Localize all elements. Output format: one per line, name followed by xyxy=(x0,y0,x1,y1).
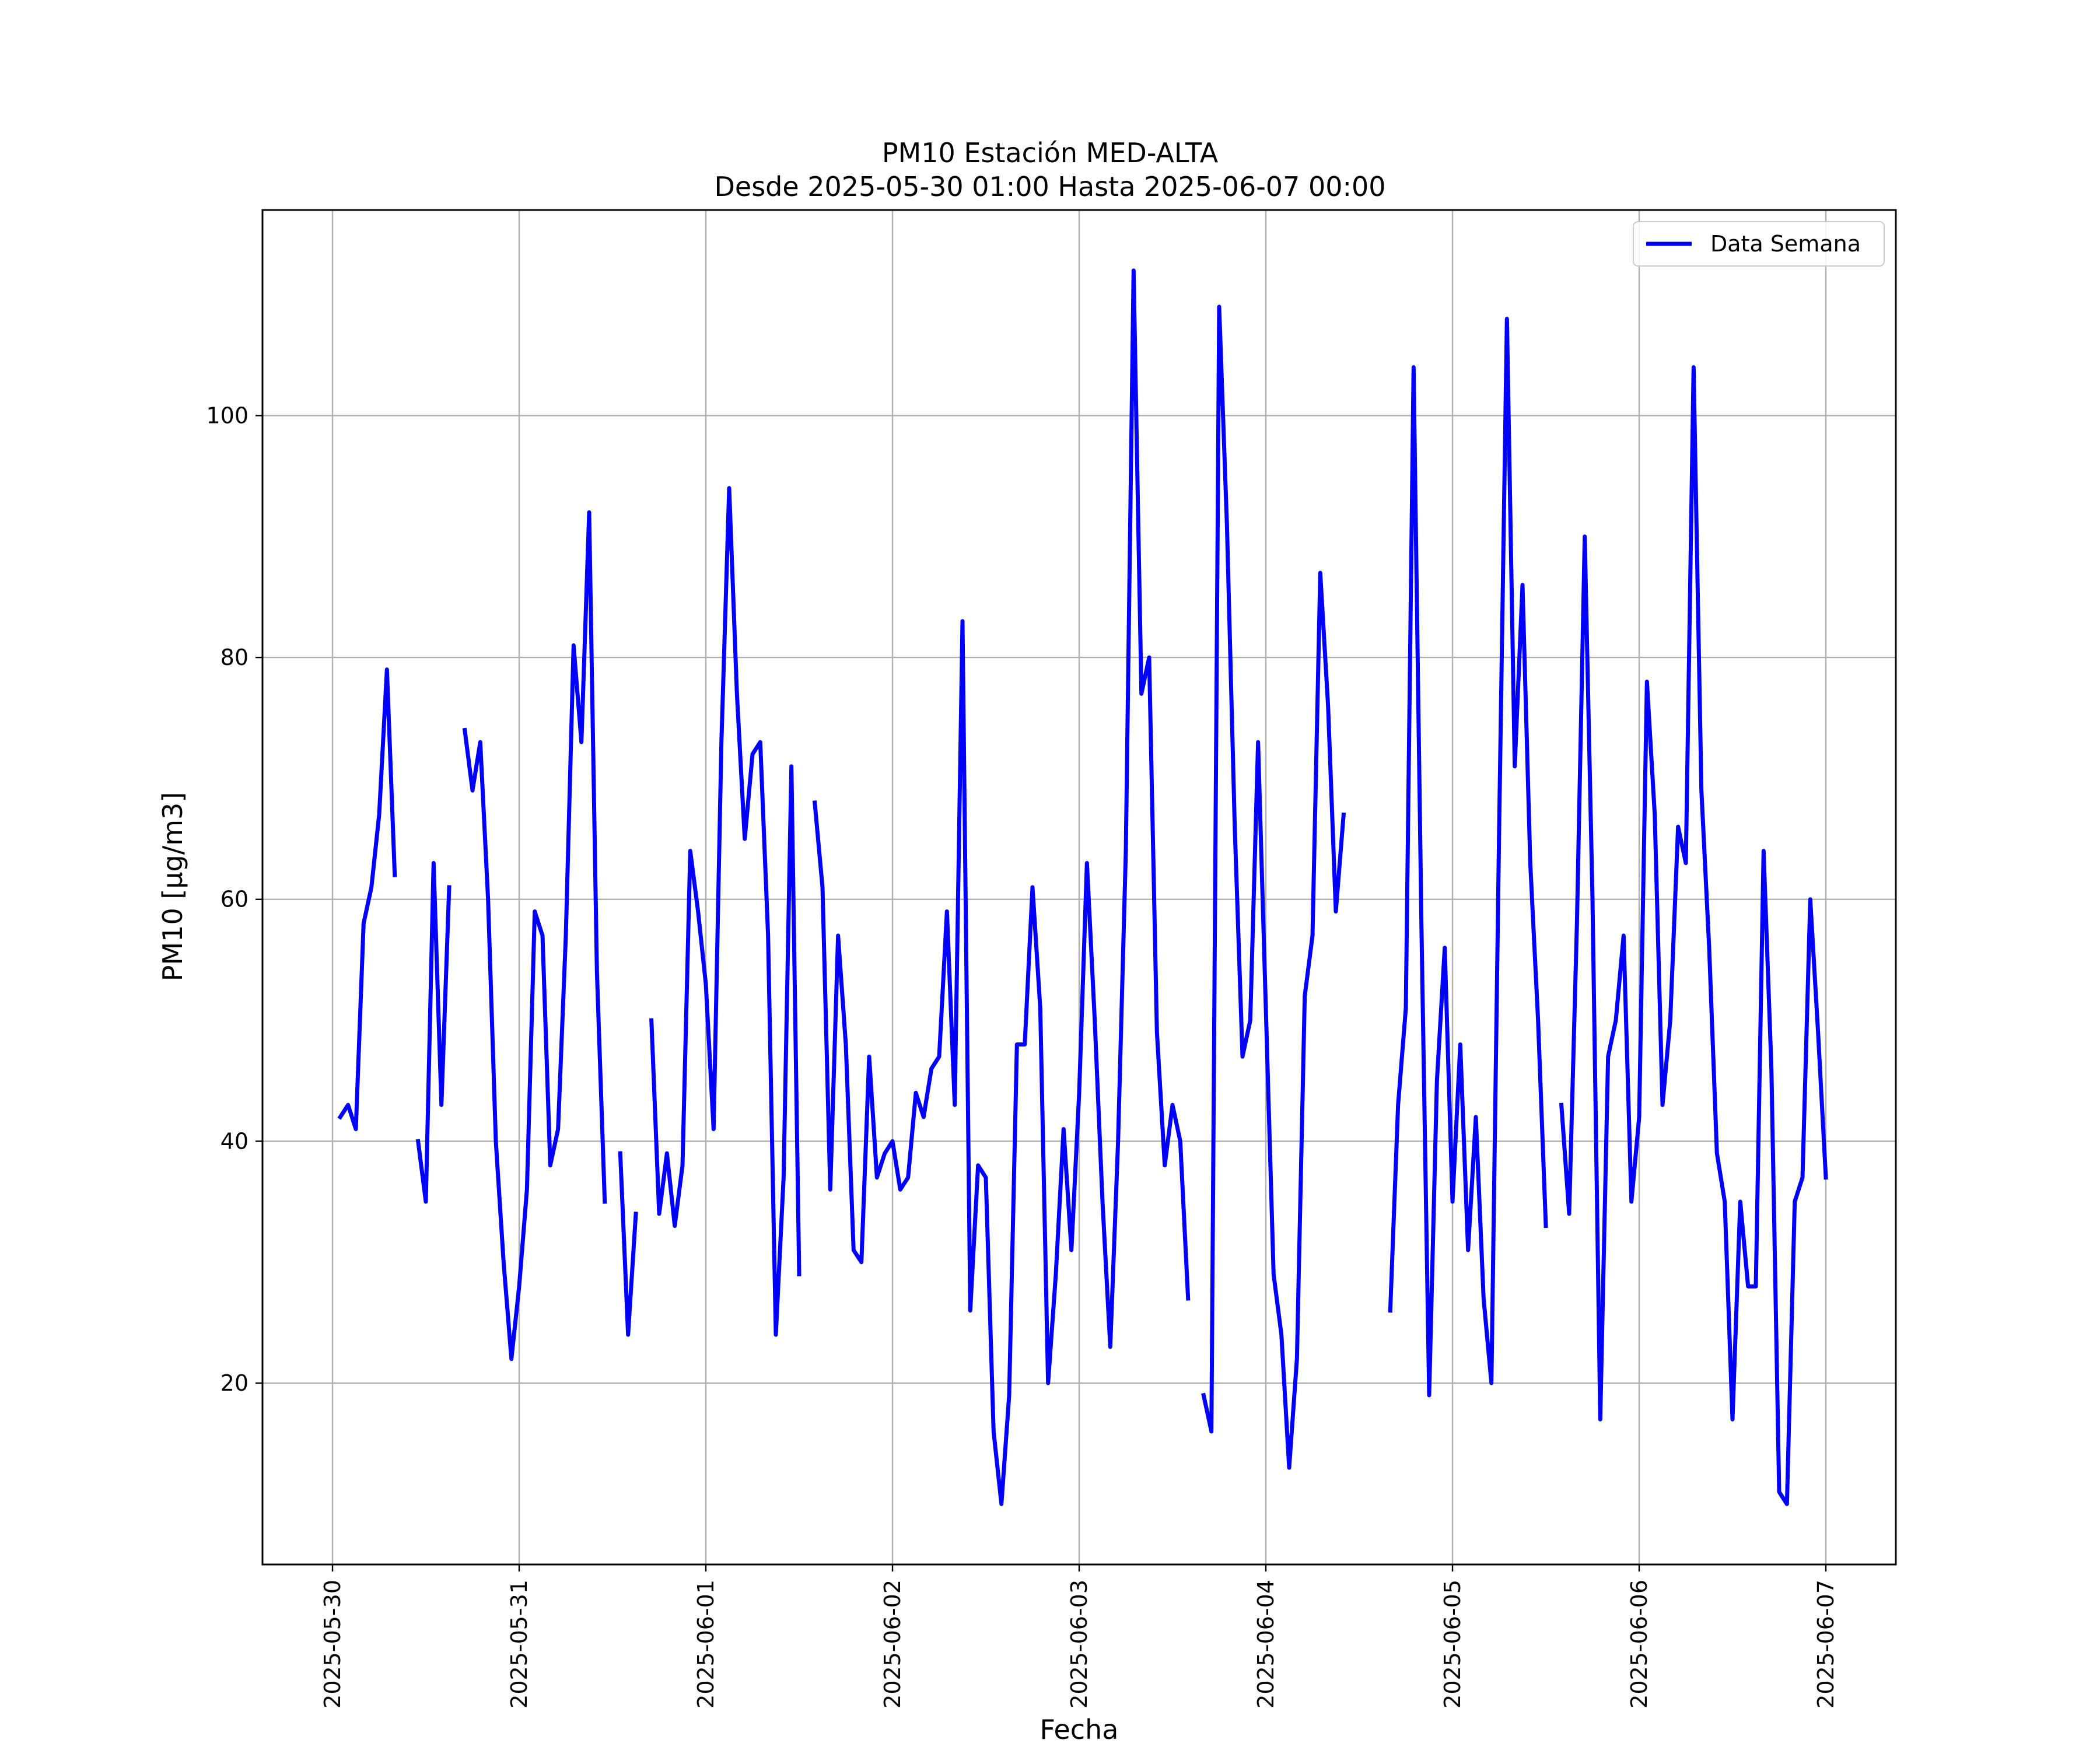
y-tick-label: 20 xyxy=(220,1370,249,1396)
x-tick-label: 2025-06-01 xyxy=(693,1580,719,1709)
series-line-segment xyxy=(415,861,452,1204)
series-line-segment xyxy=(1388,317,1548,1398)
series-line-segment xyxy=(649,486,802,1337)
series-line-segment xyxy=(618,1151,638,1337)
x-tick-label: 2025-05-31 xyxy=(506,1580,532,1709)
x-tick-label: 2025-05-30 xyxy=(320,1580,345,1709)
x-tick-label: 2025-06-07 xyxy=(1813,1580,1839,1709)
series-line-segment xyxy=(1201,304,1346,1470)
x-tick-label: 2025-06-02 xyxy=(880,1580,905,1709)
series-layer xyxy=(337,268,1828,1506)
series-line-segment xyxy=(1559,365,1828,1506)
y-tick-label: 100 xyxy=(206,402,249,428)
chart-title: PM10 Estación MED-ALTA xyxy=(882,137,1219,169)
x-tick-label: 2025-06-03 xyxy=(1066,1580,1092,1709)
chart-subtitle: Desde 2025-05-30 01:00 Hasta 2025-06-07 … xyxy=(714,171,1385,202)
legend-label: Data Semana xyxy=(1710,231,1861,257)
y-axis-label: PM10 [μg/m3] xyxy=(157,792,188,982)
x-axis-ticks: 2025-05-30 2025-05-31 2025-06-01 2025-06-02… xyxy=(320,1564,1839,1709)
y-tick-label: 40 xyxy=(220,1128,249,1154)
x-tick-label: 2025-06-04 xyxy=(1253,1580,1279,1709)
y-tick-label: 80 xyxy=(220,645,249,670)
series-line-segment xyxy=(462,510,607,1362)
series-line-segment xyxy=(337,667,397,1132)
legend-box xyxy=(1633,221,1885,267)
series-line-segment xyxy=(812,268,1191,1506)
x-tick-label: 2025-06-06 xyxy=(1626,1580,1652,1709)
x-axis-label: Fecha xyxy=(1040,1714,1119,1745)
x-tick-label: 2025-06-05 xyxy=(1440,1580,1465,1709)
x-gridlines xyxy=(331,210,1827,1564)
legend: Data Semana xyxy=(1633,221,1885,267)
y-tick-label: 60 xyxy=(220,887,249,912)
y-gridlines xyxy=(262,415,1896,1384)
y-axis-ticks: 20 40 60 80 100 xyxy=(206,402,262,1396)
